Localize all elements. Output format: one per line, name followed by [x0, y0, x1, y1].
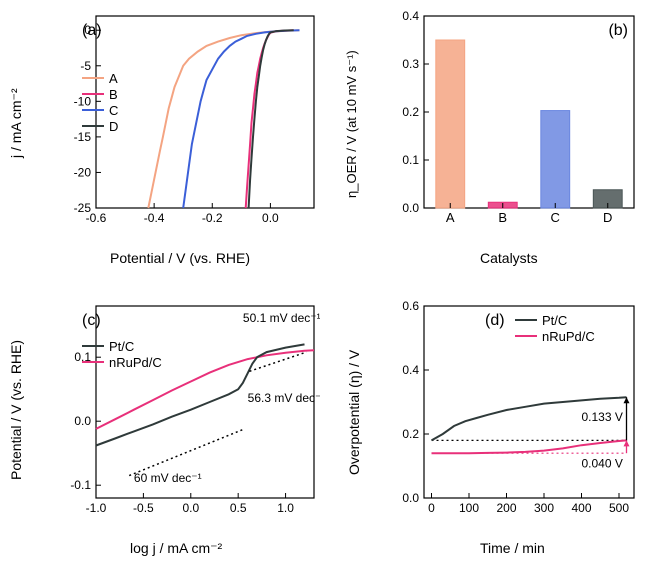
- legend-item: Pt/C: [515, 312, 595, 328]
- svg-text:0.2: 0.2: [402, 427, 419, 441]
- svg-text:0.4: 0.4: [402, 363, 419, 377]
- panel-c-legend: Pt/CnRuPd/C: [82, 338, 162, 370]
- legend-item: D: [82, 118, 118, 134]
- panel-b: 0.0 0.1 0.2 0.3 0.4 A B C D (b): [390, 10, 640, 230]
- svg-text:0.0: 0.0: [262, 211, 279, 225]
- legend-item: nRuPd/C: [515, 328, 595, 344]
- panel-d: 0 100 200 300 400 500 0.0 0.2 0.4 0.6 0.133 V 0.040…: [390, 300, 640, 520]
- svg-text:A: A: [446, 210, 455, 225]
- panel-a-xlabel: Potential / V (vs. RHE): [110, 250, 250, 266]
- svg-text:D: D: [603, 210, 612, 225]
- panel-a-legend: ABCD: [82, 70, 118, 134]
- panel-d-xlabel: Time / min: [480, 540, 545, 556]
- panel-c-letter: (c): [82, 312, 101, 330]
- svg-text:0.0: 0.0: [182, 501, 199, 515]
- svg-text:0.6: 0.6: [402, 300, 419, 313]
- panel-a-letter: (a): [82, 22, 102, 40]
- legend-item: C: [82, 102, 118, 118]
- panel-a-ylabel: j / mA cm⁻²: [8, 88, 25, 158]
- svg-text:300: 300: [534, 501, 554, 515]
- svg-text:B: B: [498, 210, 507, 225]
- svg-text:-0.2: -0.2: [202, 211, 223, 225]
- svg-text:400: 400: [571, 501, 591, 515]
- svg-text:0.1: 0.1: [402, 153, 419, 167]
- svg-text:0.5: 0.5: [230, 501, 247, 515]
- legend-item: nRuPd/C: [82, 354, 162, 370]
- svg-text:200: 200: [496, 501, 516, 515]
- svg-text:0.0: 0.0: [74, 414, 91, 428]
- svg-text:500: 500: [609, 501, 629, 515]
- panel-d-letter: (d): [485, 312, 505, 330]
- svg-text:100: 100: [459, 501, 479, 515]
- panel-a: -0.6-0.4-0.20.0-25-20-15-10-50 (a) ABCD: [60, 10, 320, 230]
- legend-item: A: [82, 70, 118, 86]
- panel-b-ylabel: η_OER / V (at 10 mV s⁻¹): [344, 50, 360, 198]
- svg-text:-20: -20: [74, 165, 92, 179]
- svg-text:C: C: [551, 210, 560, 225]
- svg-text:0.0: 0.0: [402, 201, 419, 215]
- svg-text:50.1 mV dec⁻¹: 50.1 mV dec⁻¹: [243, 311, 320, 325]
- svg-text:60 mV dec⁻¹: 60 mV dec⁻¹: [134, 471, 202, 485]
- svg-text:56.3 mV dec⁻¹: 56.3 mV dec⁻¹: [248, 391, 320, 405]
- svg-text:-0.4: -0.4: [144, 211, 165, 225]
- panel-c-ylabel: Potential / V (vs. RHE): [8, 340, 24, 480]
- panel-c-svg: -1.0-0.50.00.51.0-0.10.00.150.1 mV dec⁻¹…: [60, 300, 320, 520]
- svg-text:-1.0: -1.0: [86, 501, 107, 515]
- panel-d-ylabel: Overpotential (η) / V: [346, 350, 362, 475]
- svg-text:0: 0: [428, 501, 435, 515]
- svg-text:1.0: 1.0: [277, 501, 294, 515]
- svg-text:0.040 V: 0.040 V: [582, 457, 623, 471]
- svg-text:0.3: 0.3: [402, 57, 419, 71]
- svg-text:-25: -25: [74, 201, 92, 215]
- panel-b-xlabel: Catalysts: [480, 250, 538, 266]
- panel-b-letter: (b): [608, 22, 628, 40]
- legend-item: B: [82, 86, 118, 102]
- svg-text:0.133 V: 0.133 V: [582, 410, 623, 424]
- panel-d-legend: Pt/CnRuPd/C: [515, 312, 595, 344]
- panel-c: -1.0-0.50.00.51.0-0.10.00.150.1 mV dec⁻¹…: [60, 300, 320, 520]
- svg-text:0.0: 0.0: [402, 491, 419, 505]
- svg-text:-0.1: -0.1: [70, 478, 91, 492]
- panel-c-xlabel: log j / mA cm⁻²: [130, 540, 222, 557]
- svg-text:-0.5: -0.5: [133, 501, 154, 515]
- svg-text:0.2: 0.2: [402, 105, 419, 119]
- svg-text:0.4: 0.4: [402, 10, 419, 23]
- panel-b-svg: 0.0 0.1 0.2 0.3 0.4 A B C D: [390, 10, 640, 230]
- legend-item: Pt/C: [82, 338, 162, 354]
